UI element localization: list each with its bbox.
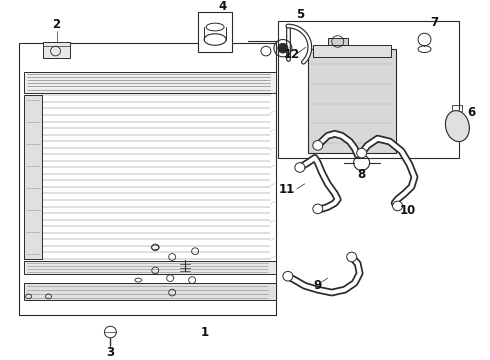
Bar — [43, 42, 71, 58]
Bar — [278, 21, 460, 158]
Bar — [24, 95, 42, 259]
Circle shape — [313, 204, 323, 214]
Bar — [308, 49, 395, 153]
Bar — [19, 43, 276, 315]
Circle shape — [295, 163, 305, 172]
Text: 2: 2 — [52, 18, 61, 31]
Circle shape — [392, 201, 403, 211]
Bar — [24, 283, 276, 300]
Circle shape — [283, 271, 293, 281]
Text: 9: 9 — [314, 279, 322, 292]
Circle shape — [357, 148, 367, 158]
Text: 1: 1 — [201, 325, 209, 338]
Text: 5: 5 — [296, 8, 304, 21]
Polygon shape — [445, 111, 469, 141]
Text: 10: 10 — [399, 204, 416, 217]
Text: 3: 3 — [106, 346, 115, 359]
Circle shape — [278, 43, 288, 53]
Text: 7: 7 — [430, 16, 439, 29]
Bar — [198, 12, 232, 52]
Text: 6: 6 — [467, 106, 475, 119]
Text: 8: 8 — [358, 168, 366, 181]
Bar — [328, 37, 348, 45]
Text: 11: 11 — [279, 183, 295, 196]
Bar — [24, 72, 276, 93]
Bar — [24, 261, 276, 274]
Text: 4: 4 — [218, 0, 226, 13]
Circle shape — [347, 252, 357, 262]
Text: 12: 12 — [284, 48, 300, 62]
Bar — [452, 105, 463, 111]
Circle shape — [313, 140, 323, 150]
Bar — [313, 45, 391, 57]
